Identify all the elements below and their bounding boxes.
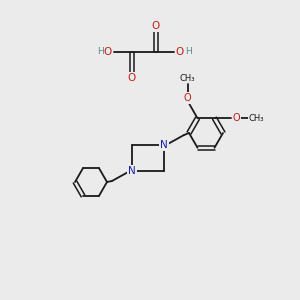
Text: O: O	[128, 73, 136, 83]
Text: O: O	[104, 47, 112, 57]
Text: H: H	[97, 47, 104, 56]
Text: N: N	[160, 140, 168, 150]
Text: O: O	[152, 21, 160, 31]
Text: O: O	[176, 47, 184, 57]
Text: H: H	[184, 47, 191, 56]
Text: CH₃: CH₃	[180, 74, 195, 83]
Text: N: N	[128, 166, 136, 176]
Text: O: O	[233, 113, 240, 123]
Text: O: O	[184, 93, 191, 103]
Text: CH₃: CH₃	[249, 114, 264, 123]
